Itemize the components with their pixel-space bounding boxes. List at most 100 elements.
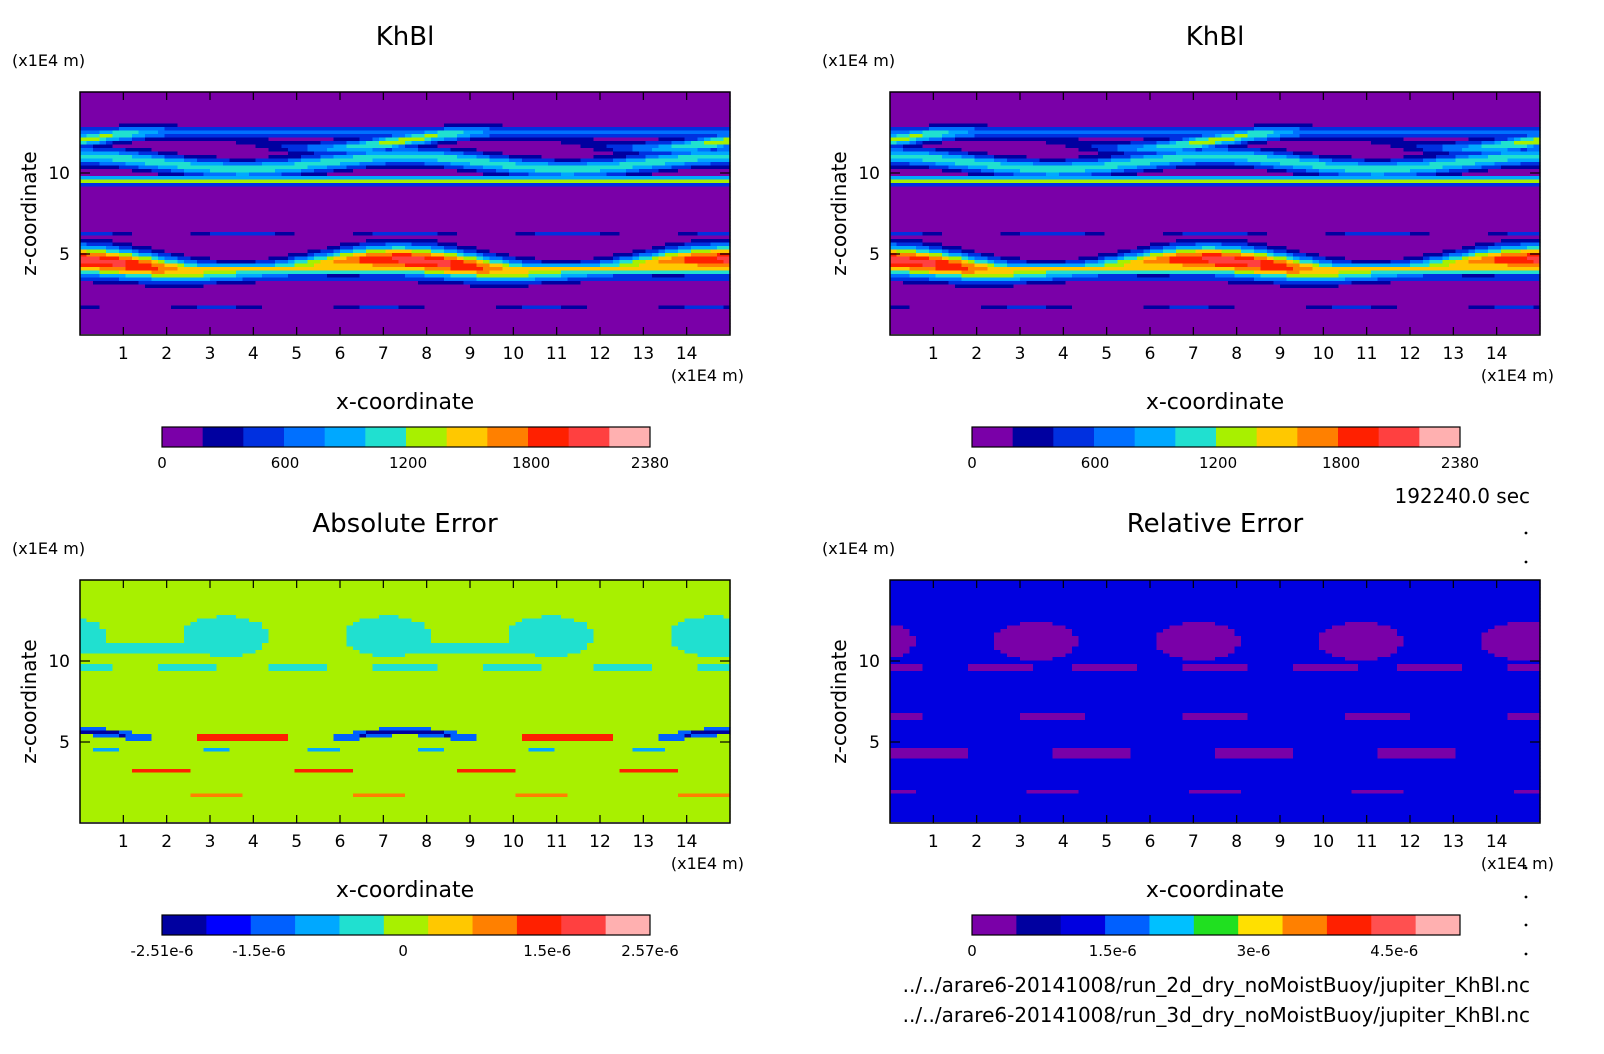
heatmap-cell [580,281,731,286]
x-tick-label: 2 [161,344,172,364]
heatmap-cell [476,277,536,282]
heatmap-cell [1195,148,1203,153]
x-tick-label: 10 [503,344,525,364]
heatmap-cell [359,618,413,623]
heatmap-cell [80,221,731,226]
heatmap-cell [987,267,1236,272]
heatmap-cell [890,186,1541,191]
heatmap-cell [80,629,107,634]
heatmap-cell [671,625,731,630]
heatmap-cell [80,109,731,114]
heatmap-cell [639,169,660,174]
heatmap-cell [1163,169,1268,174]
heatmap-cell [444,277,478,282]
heatmap-cell [138,130,159,135]
heatmap-cell [1000,232,1021,237]
heatmap-cell [1202,134,1216,139]
heatmap-cell [372,137,380,142]
heatmap-cell [1481,141,1496,146]
heatmap-cell [1156,256,1171,261]
heatmap-cell [1501,249,1522,254]
heatmap-cell [418,281,465,286]
heatmap-cell [132,155,153,160]
heatmap-cell [528,270,562,275]
heatmap-cell [890,660,1541,665]
heatmap-cell [658,253,666,258]
heatmap-cell [171,169,185,174]
heatmap-cell [1319,172,1340,177]
heatmap-cell [457,141,562,146]
heatmap-cell [1267,246,1288,251]
heatmap-cell [1501,253,1528,258]
heatmap-cell [125,260,140,265]
heatmap-cell [340,748,419,753]
heatmap-cell [1403,790,1515,795]
heatmap-cell [994,636,1080,641]
heatmap-cell [619,263,640,268]
colorbar-label: 1.5e-6 [523,942,571,960]
heatmap-cell [437,664,484,669]
heatmap-cell [1065,653,1171,658]
heatmap-cell [909,650,1002,655]
x-unit-label: (x1E4 m) [1481,366,1554,385]
heatmap-cell [80,590,731,595]
x-tick-label: 9 [1275,344,1286,364]
time-label: 192240.0 sec [1394,484,1530,508]
heatmap-cell [502,256,517,261]
heatmap-cell [1020,256,1080,261]
heatmap-cell [80,653,211,658]
heatmap-cell [909,256,930,261]
heatmap-cell [1234,632,1320,637]
heatmap-cell [1026,790,1080,795]
heatmap-cell [717,246,731,251]
heatmap-cell [268,632,348,637]
heatmap-cell [80,204,731,209]
heatmap-cell [1403,639,1483,644]
heatmap-cell [968,253,982,258]
heatmap-cell [236,270,426,275]
heatmap-cell [916,253,930,258]
x-tick-label: 5 [291,344,302,364]
heatmap-cell [1319,169,1346,174]
heatmap-cell [890,814,1541,819]
heatmap-cell [1026,155,1080,160]
colorbar-label: 2.57e-6 [621,942,679,960]
heatmap-cell [1156,643,1242,648]
heatmap-cell [1312,263,1320,268]
y-tick-label: 5 [59,245,70,265]
heatmap-cell [1449,169,1470,174]
heatmap-cell [340,162,361,167]
heatmap-cell [1273,130,1294,135]
heatmap-cell [1527,144,1535,149]
heatmap-cell [301,158,322,163]
heatmap-cell [1494,260,1535,265]
heatmap-cell [405,134,413,139]
heatmap-cell [171,305,198,310]
heatmap-cell [80,298,731,303]
heatmap-cell [929,270,963,275]
heatmap-cell [896,242,924,247]
y-unit-label: (x1E4 m) [822,539,895,558]
heatmap-cell [890,319,1541,324]
plot-frame [889,579,1541,824]
heatmap-cell [80,207,731,212]
heatmap-cell [974,270,1015,275]
heatmap-cell [922,713,1021,718]
heatmap-cell [424,141,432,146]
heatmap-cell [242,277,445,282]
heatmap-cell [1065,625,1171,630]
heatmap-cell [93,281,140,286]
heatmap-cell [1351,260,1392,265]
heatmap-cell [1215,755,1294,760]
heatmap-cell [968,130,1236,135]
heatmap-cell [1299,270,1340,275]
heatmap-cell [418,734,445,739]
heatmap-cell [80,305,101,310]
heatmap-cell [890,256,911,261]
heatmap-cell [613,148,634,153]
heatmap-cell [1332,260,1353,265]
heatmap-cell [1533,305,1541,310]
heatmap-cell [1527,253,1541,258]
heatmap-cell [327,667,374,672]
heatmap-cell [307,260,322,265]
